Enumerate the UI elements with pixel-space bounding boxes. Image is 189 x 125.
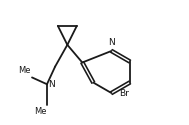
Text: Me: Me [18,66,31,75]
Text: N: N [108,38,115,47]
Text: Me: Me [34,107,46,116]
Text: Br: Br [119,88,129,98]
Text: N: N [48,80,54,89]
